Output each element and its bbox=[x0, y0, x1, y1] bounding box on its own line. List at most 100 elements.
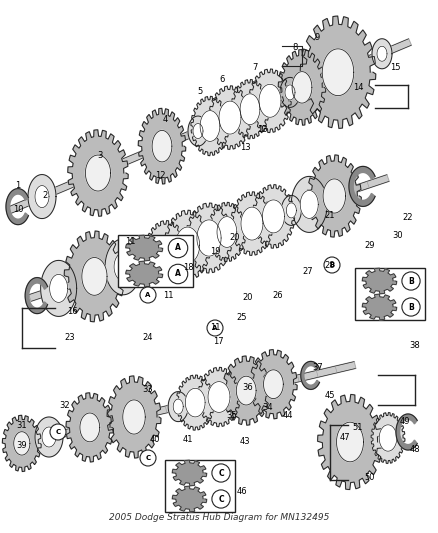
Text: 10: 10 bbox=[13, 206, 23, 214]
Polygon shape bbox=[14, 432, 30, 455]
Polygon shape bbox=[191, 96, 229, 156]
Text: 34: 34 bbox=[263, 403, 273, 413]
Text: 16: 16 bbox=[67, 308, 78, 317]
Polygon shape bbox=[250, 350, 297, 419]
Text: 17: 17 bbox=[213, 337, 223, 346]
Text: 50: 50 bbox=[365, 473, 375, 482]
Text: 33: 33 bbox=[143, 385, 153, 394]
Polygon shape bbox=[286, 203, 297, 218]
Circle shape bbox=[212, 490, 230, 508]
Text: 6: 6 bbox=[219, 76, 225, 85]
Polygon shape bbox=[231, 192, 273, 255]
Polygon shape bbox=[145, 221, 187, 284]
Polygon shape bbox=[301, 361, 319, 390]
Text: 4: 4 bbox=[162, 116, 168, 125]
Polygon shape bbox=[80, 413, 100, 442]
Polygon shape bbox=[349, 166, 375, 206]
Polygon shape bbox=[209, 86, 251, 149]
Text: 9: 9 bbox=[314, 34, 320, 43]
Polygon shape bbox=[281, 196, 301, 225]
Text: A: A bbox=[212, 325, 218, 331]
Polygon shape bbox=[49, 274, 67, 302]
Polygon shape bbox=[323, 179, 346, 213]
Text: C: C bbox=[145, 455, 151, 461]
Polygon shape bbox=[396, 414, 417, 450]
Polygon shape bbox=[29, 175, 389, 301]
Text: 15: 15 bbox=[390, 63, 400, 72]
Text: 24: 24 bbox=[143, 334, 153, 343]
Text: 20: 20 bbox=[243, 294, 253, 303]
Polygon shape bbox=[105, 239, 141, 295]
Circle shape bbox=[50, 424, 66, 440]
Text: A: A bbox=[175, 270, 181, 279]
Polygon shape bbox=[292, 71, 312, 103]
Polygon shape bbox=[197, 220, 221, 256]
Text: 18: 18 bbox=[183, 263, 193, 272]
Text: 44: 44 bbox=[283, 410, 293, 419]
Polygon shape bbox=[185, 389, 205, 417]
Polygon shape bbox=[66, 393, 113, 462]
Text: 22: 22 bbox=[403, 214, 413, 222]
Polygon shape bbox=[35, 417, 63, 457]
Circle shape bbox=[140, 450, 156, 466]
FancyBboxPatch shape bbox=[165, 460, 235, 512]
Polygon shape bbox=[28, 175, 56, 219]
Polygon shape bbox=[186, 203, 232, 273]
Text: B: B bbox=[408, 277, 414, 286]
Polygon shape bbox=[176, 227, 200, 263]
Text: 7: 7 bbox=[252, 63, 258, 72]
Text: B: B bbox=[329, 262, 335, 268]
Polygon shape bbox=[371, 413, 405, 463]
Polygon shape bbox=[168, 392, 188, 422]
Polygon shape bbox=[379, 425, 397, 451]
Text: 35: 35 bbox=[227, 410, 237, 419]
Text: 40: 40 bbox=[150, 435, 160, 445]
Polygon shape bbox=[152, 131, 172, 162]
Polygon shape bbox=[172, 460, 207, 486]
Text: 45: 45 bbox=[325, 391, 335, 400]
Text: 38: 38 bbox=[410, 341, 420, 350]
Polygon shape bbox=[208, 203, 246, 262]
Polygon shape bbox=[259, 84, 281, 117]
Text: 51: 51 bbox=[353, 424, 363, 432]
Polygon shape bbox=[198, 367, 240, 427]
Text: A: A bbox=[145, 292, 151, 298]
Text: 13: 13 bbox=[257, 125, 267, 134]
Polygon shape bbox=[42, 427, 56, 447]
Polygon shape bbox=[300, 190, 318, 219]
FancyBboxPatch shape bbox=[118, 235, 193, 287]
Polygon shape bbox=[217, 216, 237, 247]
Text: 3: 3 bbox=[97, 150, 102, 159]
Polygon shape bbox=[278, 50, 326, 125]
Text: 29: 29 bbox=[365, 240, 375, 249]
Text: 23: 23 bbox=[65, 334, 75, 343]
Polygon shape bbox=[68, 130, 128, 216]
Text: 20: 20 bbox=[230, 233, 240, 243]
Polygon shape bbox=[126, 261, 163, 287]
Polygon shape bbox=[82, 257, 107, 295]
Text: 2005 Dodge Stratus Hub Diagram for MN132495: 2005 Dodge Stratus Hub Diagram for MN132… bbox=[109, 513, 329, 522]
Polygon shape bbox=[223, 356, 270, 425]
Polygon shape bbox=[262, 200, 284, 233]
Polygon shape bbox=[138, 108, 186, 184]
Circle shape bbox=[324, 257, 340, 273]
Polygon shape bbox=[9, 39, 411, 213]
Polygon shape bbox=[307, 155, 361, 237]
Text: C: C bbox=[56, 429, 60, 435]
Text: 48: 48 bbox=[410, 446, 420, 455]
Text: 41: 41 bbox=[183, 435, 193, 445]
Polygon shape bbox=[372, 39, 392, 69]
Polygon shape bbox=[188, 116, 208, 146]
Polygon shape bbox=[126, 235, 163, 261]
Text: C: C bbox=[218, 495, 224, 504]
Polygon shape bbox=[241, 207, 263, 240]
Polygon shape bbox=[219, 101, 241, 134]
Polygon shape bbox=[285, 85, 295, 100]
Polygon shape bbox=[264, 370, 283, 399]
Text: 30: 30 bbox=[393, 230, 403, 239]
Text: 49: 49 bbox=[400, 417, 410, 426]
Text: A: A bbox=[175, 244, 181, 253]
Polygon shape bbox=[14, 361, 356, 448]
Polygon shape bbox=[25, 278, 48, 313]
Polygon shape bbox=[193, 124, 203, 139]
